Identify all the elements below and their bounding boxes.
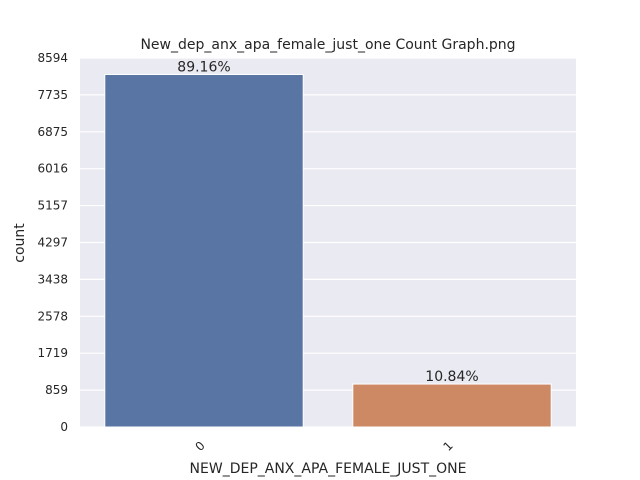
bar-data-label: 10.84% xyxy=(425,369,478,385)
y-tick-label: 3438 xyxy=(37,272,68,286)
bar-data-labels: 89.16% 10.84% xyxy=(177,59,478,385)
y-tick-label: 6016 xyxy=(37,162,68,176)
bar-data-label: 89.16% xyxy=(177,59,230,75)
y-tick-label: 859 xyxy=(45,383,68,397)
y-tick-labels: 0 859 1719 2578 3438 4297 5157 6016 6875 7735 8594 xyxy=(37,51,68,434)
y-tick-label: 8594 xyxy=(37,51,68,65)
bar xyxy=(104,73,304,428)
y-axis-label: count xyxy=(12,223,28,263)
y-tick-label: 1719 xyxy=(37,346,68,360)
y-tick-label: 5157 xyxy=(37,199,68,213)
y-tick-label: 4297 xyxy=(37,236,68,250)
bar xyxy=(352,383,552,428)
chart-title: New_dep_anx_apa_female_just_one Count Gr… xyxy=(140,37,515,53)
y-tick-label: 0 xyxy=(60,420,68,434)
y-tick-label: 2578 xyxy=(37,309,68,323)
bars xyxy=(104,73,552,428)
x-tick-label: 0 xyxy=(193,439,208,454)
y-tick-label: 7735 xyxy=(37,88,68,102)
x-tick-label: 1 xyxy=(441,439,456,454)
x-axis-label: NEW_DEP_ANX_APA_FEMALE_JUST_ONE xyxy=(190,461,467,477)
y-tick-label: 6875 xyxy=(37,125,68,139)
